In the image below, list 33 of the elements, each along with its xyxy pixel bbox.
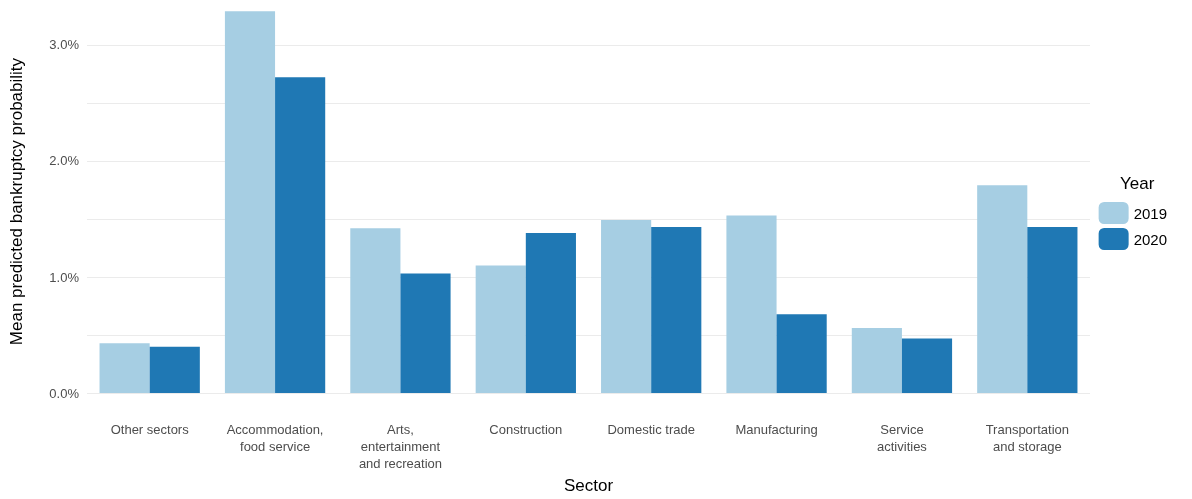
bar (149, 346, 200, 394)
bar (275, 77, 326, 394)
x-tick-label: Manufacturing (735, 422, 818, 438)
y-tick-label: 1.0% (49, 269, 80, 285)
bar (651, 227, 702, 394)
bar (224, 11, 276, 394)
x-tick-label: Construction (489, 422, 563, 438)
y-axis-title: Mean predicted bankruptcy probability (7, 57, 26, 346)
x-tick-label: Transportation and storage (985, 422, 1069, 455)
x-tick-label: Other sectors (110, 422, 190, 438)
y-tick-label: 3.0% (49, 37, 80, 53)
bar (726, 215, 777, 394)
bar (977, 185, 1028, 394)
x-tick-label: Arts, entertainment and recreation (358, 422, 442, 472)
legend-label: 2020 (1133, 230, 1168, 248)
bar (851, 328, 902, 394)
y-tick-label: 0.0% (49, 385, 80, 401)
bar (99, 343, 150, 394)
bar (601, 220, 652, 394)
bar (475, 265, 526, 394)
x-axis-title: Sector (563, 476, 614, 495)
bar (1027, 227, 1078, 394)
bar (525, 232, 576, 394)
legend-label: 2019 (1133, 204, 1168, 222)
x-tick-label: Domestic trade (607, 422, 695, 438)
bar (400, 273, 451, 394)
x-tick-label: Accommodation, food service (226, 422, 324, 455)
bar (350, 228, 401, 394)
bar (901, 338, 953, 394)
x-tick-label: Service activities (877, 422, 928, 455)
legend-title: Year (1120, 174, 1155, 193)
bar (776, 314, 827, 394)
y-tick-label: 2.0% (49, 153, 80, 169)
